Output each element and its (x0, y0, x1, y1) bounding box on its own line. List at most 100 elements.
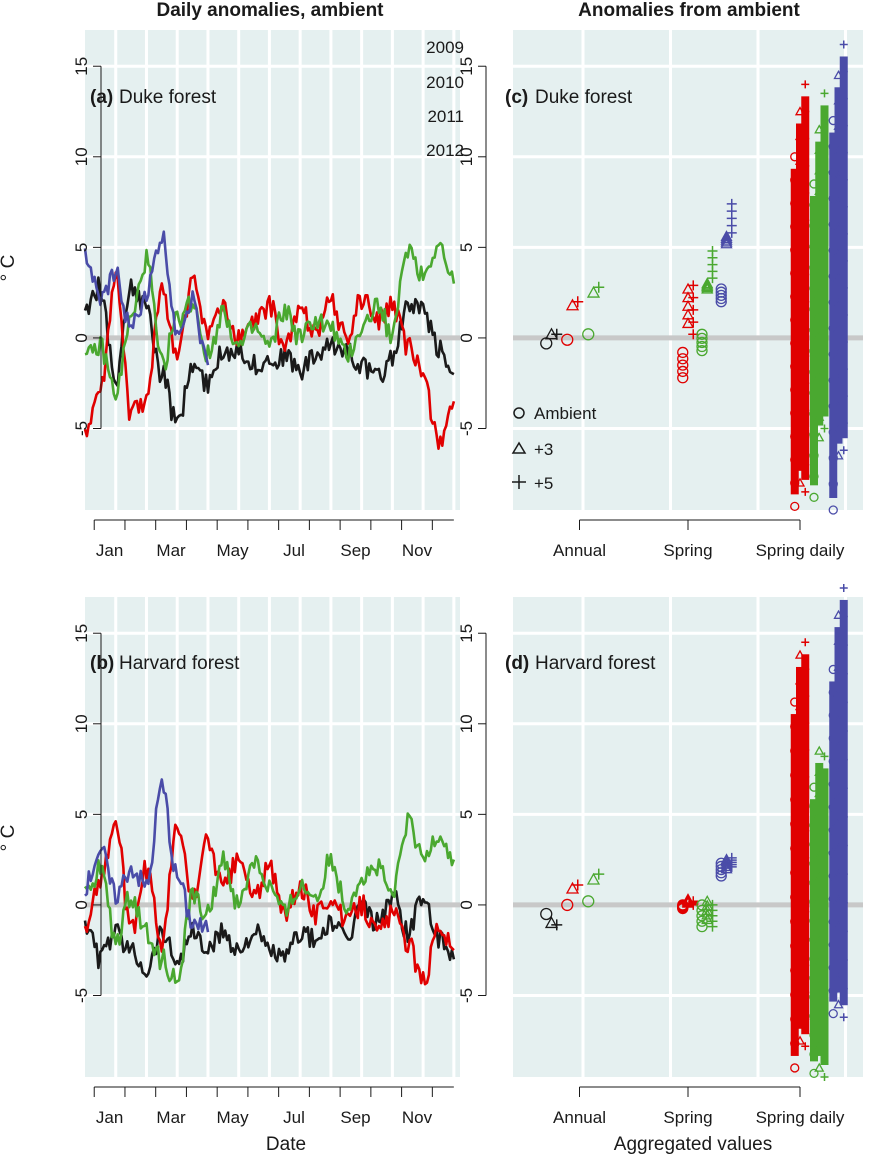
point-plus5 (801, 243, 810, 252)
point-plus5 (801, 487, 810, 496)
point-plus5 (688, 317, 699, 328)
panel-d-y-tick-label: -5 (457, 988, 476, 1003)
point-ambient (677, 372, 689, 384)
point-plus3 (814, 745, 825, 755)
point-band-2010 (801, 654, 810, 1035)
legend-ambient-symbol-icon (513, 407, 525, 419)
series-line-2012 (84, 778, 210, 933)
point-plus3 (720, 231, 733, 243)
panel-c-y-tick-label: 5 (457, 243, 476, 252)
point-plus5 (726, 852, 737, 863)
point-plus5 (839, 841, 848, 850)
point-plus5 (839, 202, 848, 211)
point-plus5 (801, 988, 810, 997)
panel-b-y-title: ° C (0, 825, 19, 852)
point-plus5 (839, 984, 848, 993)
legend-year-2010: 2010 (426, 73, 464, 92)
panel-b-x-tick-label: Jan (96, 1108, 123, 1127)
point-plus5 (801, 826, 810, 835)
point-plus5 (839, 419, 848, 428)
point-plus5 (820, 379, 829, 388)
point-band-2012 (834, 87, 843, 444)
point-ambient (715, 863, 727, 876)
point-plus5 (839, 175, 848, 184)
panel-a-y-title: ° C (0, 255, 19, 282)
point-plus5 (820, 335, 829, 344)
point-plus5 (839, 256, 848, 265)
point-plus5 (688, 280, 699, 291)
panel-d-x-tick-label: Spring (663, 1108, 712, 1127)
point-plus3 (720, 237, 733, 249)
panel-d-tag: (d) (505, 653, 529, 674)
point-ambient (677, 365, 689, 378)
panel-a-x-tick-label: Mar (156, 541, 186, 560)
point-plus5 (801, 961, 810, 970)
point-ambient (696, 921, 708, 933)
point-plus5 (801, 379, 810, 388)
panel-d-y-axis: -5 0 5 10 15 (457, 624, 487, 1003)
point-plus5 (801, 745, 810, 754)
point-band-2011 (815, 762, 824, 1056)
series-line-2011 (84, 241, 456, 401)
point-plus3 (544, 916, 559, 929)
panel-d-points (540, 583, 848, 1081)
point-plus5 (801, 216, 810, 225)
panel-a-x-tick-label: Jul (283, 541, 305, 560)
panel-a-y-tick-label: -5 (72, 421, 91, 436)
panel-c-title: Duke forest (535, 87, 633, 108)
point-ambient (828, 1008, 838, 1019)
point-plus5 (820, 859, 829, 868)
panel-b-series-lines (83, 778, 456, 986)
panel-a-y-axis: -5 0 5 10 15 (72, 57, 102, 436)
point-plus5 (820, 312, 829, 321)
treatment-legend: Ambient +3 +5 (511, 404, 597, 493)
point-plus5 (820, 1008, 829, 1017)
panel-a-x-tick-label: Jan (96, 541, 123, 560)
panel-d-x-tick-label: Spring daily (756, 1108, 845, 1127)
panel-c-duke-aggregated: -5 0 5 10 15 Annual Spring Spring daily (c) Du… (457, 30, 863, 560)
point-plus5 (801, 189, 810, 198)
panel-a-series-lines (83, 230, 456, 451)
point-plus3 (720, 233, 733, 245)
panel-b-x-tick-label: Jul (283, 1108, 305, 1127)
point-band-2010 (790, 168, 799, 495)
point-plus5 (820, 1051, 829, 1060)
point-plus5 (820, 134, 829, 143)
point-plus5 (801, 934, 810, 943)
point-ambient (809, 1068, 819, 1079)
point-plus5 (839, 446, 848, 455)
point-plus5 (820, 987, 829, 996)
panel-b-x-axis: Jan Mar May Jul Sep Nov (93, 1086, 454, 1127)
panel-d-y-tick-label: 0 (457, 900, 476, 909)
point-plus3 (565, 298, 580, 311)
point-band-2012 (839, 56, 848, 439)
panel-b-y-axis: -5 0 5 10 15 (72, 624, 102, 1003)
panel-d-y-tick-label: 10 (457, 714, 476, 733)
panel-c-tag: (c) (505, 87, 528, 108)
point-plus5 (839, 310, 848, 319)
point-plus5 (801, 161, 810, 170)
point-plus5 (801, 270, 810, 279)
point-plus3 (586, 872, 601, 885)
panel-c-y-axis: -5 0 5 10 15 (457, 57, 487, 436)
point-plus5 (707, 245, 718, 256)
point-plus5 (839, 698, 848, 707)
panel-b-x-tick-label: Nov (402, 1108, 433, 1127)
point-plus5 (801, 853, 810, 862)
point-plus5 (839, 955, 848, 964)
point-plus3 (701, 279, 714, 291)
panel-d-title: Harvard forest (535, 653, 656, 674)
point-plus5 (820, 773, 829, 782)
point-band-2011 (815, 141, 824, 426)
point-plus5 (801, 1042, 810, 1051)
panel-d-x-title: Aggregated values (614, 1134, 772, 1155)
point-plus5 (820, 816, 829, 825)
point-plus3 (814, 432, 825, 442)
panel-c-x-tick-label: Spring (663, 541, 712, 560)
point-plus5 (688, 292, 699, 303)
point-plus5 (820, 223, 829, 232)
point-plus5 (801, 907, 810, 916)
point-ambient (828, 479, 838, 489)
legend-plus5-label: +5 (534, 474, 553, 493)
panel-d-y-tick-label: 15 (457, 624, 476, 643)
